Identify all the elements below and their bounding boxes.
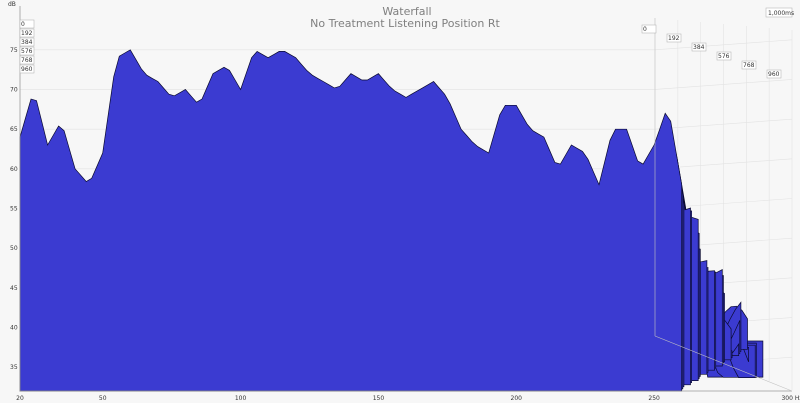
z-tick-label-right: 576 [718,53,730,60]
z-tick-label-left: 192 [21,30,33,37]
z-tick-box [19,19,35,29]
x-tick-label: 150 [373,395,385,402]
z-tick-label-left: 960 [21,66,33,73]
z-tick-label-left: 0 [21,21,25,28]
x-tick-label: 250 [648,395,660,402]
floor-edge [654,335,793,392]
z-tick-box [19,28,35,38]
chart-subtitle: No Treatment Listening Position Rt [310,17,500,30]
z-tick-box-right [641,24,657,34]
z-tick-box-right [716,51,732,61]
z-tick-label-right: 0 [643,26,647,33]
z-tick-label-right: 768 [743,62,755,69]
chart-title: Waterfall [382,5,431,18]
z-tick-box [19,64,35,74]
y-tick-label: 45 [10,285,18,292]
z-tick-label-left: 768 [21,57,33,64]
y-tick-label: 60 [10,166,18,173]
x-tick-label: 200 [511,395,523,402]
y-tick-label: 50 [10,245,18,252]
y-tick-label: 55 [10,206,18,213]
x-tick-label: 300 Hz [781,395,800,402]
z-tick-box [19,46,35,56]
z-tick-box [19,55,35,65]
z-tick-label-right: 192 [668,35,680,42]
x-tick-label: 50 [99,395,107,402]
z-tick-label-right: 960 [768,71,780,78]
x-tick-label: 100 [235,395,247,402]
y-tick-label: 65 [10,126,18,133]
waterfall-slice-0 [19,49,683,392]
z-tick-box-right [666,33,682,43]
waterfall-slices [19,49,764,392]
y-tick-label: 35 [10,364,18,371]
z-tick-box-right [691,42,707,52]
z-tick-label-left: 384 [21,39,33,46]
z-tick-box-right [766,69,782,79]
y-tick-label: 75 [10,47,18,54]
z-max-box [765,7,793,18]
z-tick-box [19,37,35,47]
y-tick-label: 40 [10,325,18,332]
axes-layer: 20 50 100 150 200 250 300 Hz 75 70 65 60 55 50 45 40 35… [10,6,800,402]
y-tick-label: 70 [10,86,18,93]
z-tick-label-right: 384 [693,44,705,51]
z-tick-label-left: 576 [21,48,33,55]
z-tick-box-right [741,60,757,70]
x-tick-label: 20 [16,395,24,402]
y-axis-unit: dB [8,1,16,8]
z-max-label: 1,000ms [768,10,794,17]
